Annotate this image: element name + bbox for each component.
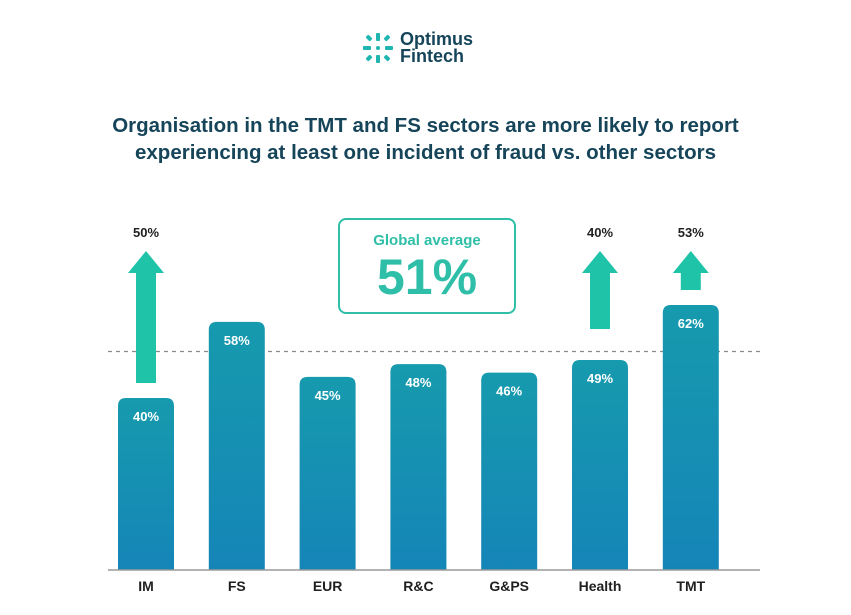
bar-value-label: 58% [224, 333, 250, 348]
bar-value-label: 62% [678, 316, 704, 331]
bar-value-label: 46% [496, 384, 522, 399]
category-label: Health [579, 578, 622, 594]
global-average-label: Global average [373, 232, 481, 249]
category-label: FS [228, 578, 246, 594]
chart-title-line1: Organisation in the TMT and FS sectors a… [112, 114, 739, 137]
bar-health [572, 359, 628, 570]
bar-im [118, 398, 174, 570]
up-arrow-icon [582, 251, 618, 329]
global-average-callout: Global average 51% [338, 218, 516, 314]
category-label: EUR [313, 578, 343, 594]
bar-value-label: 40% [133, 409, 159, 424]
bar-value-label: 45% [315, 388, 341, 403]
bar-fs [208, 321, 265, 570]
category-label: IM [138, 578, 154, 594]
brand-name-line2: Fintech [400, 46, 465, 66]
category-label: TMT [676, 578, 705, 594]
category-label: R&C [403, 578, 433, 594]
bar-value-label: 48% [405, 375, 431, 390]
up-arrow-icon [128, 251, 164, 383]
global-average-value: 51% [376, 249, 478, 305]
bar-rc [390, 364, 447, 570]
bar-gps [481, 372, 538, 570]
arrow-value-label: 53% [678, 225, 704, 240]
bar-eur [299, 376, 356, 570]
chart-title: Organisation in the TMT and FS sectors a… [0, 112, 851, 166]
brand-logo: Optimus Fintech [360, 30, 473, 66]
starburst-icon [363, 33, 393, 63]
category-label: G&PS [489, 578, 529, 594]
bar-tmt [662, 305, 719, 570]
brand-name-line1: Optimus [400, 29, 474, 49]
chart-title-line2: experiencing at least one incident of fr… [135, 141, 716, 164]
up-arrow-icon [672, 251, 709, 290]
bar-value-label: 49% [587, 371, 613, 386]
arrow-value-label: 50% [133, 225, 159, 240]
arrow-value-label: 40% [587, 225, 613, 240]
